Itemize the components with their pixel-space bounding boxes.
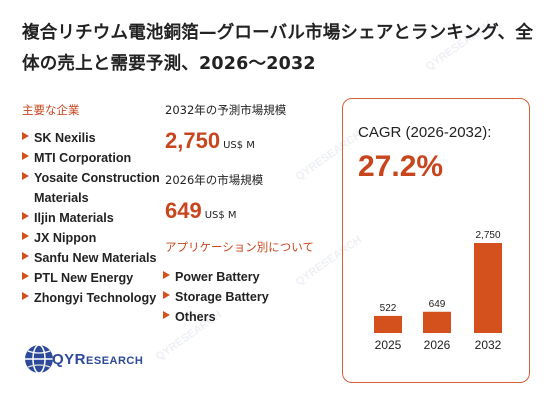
page-title: 複合リチウム電池銅箔—グローバル市場シェアとランキング、全体の売上と需要予測、2…	[22, 23, 534, 74]
market-2032-number: 2,750	[165, 128, 221, 153]
data-label-2025: 522	[380, 303, 397, 314]
company-item: Yosaite Construction Materials	[22, 168, 184, 208]
market-2026-value: 649 US$ M	[165, 198, 237, 224]
unit-label: US$ M	[223, 140, 255, 151]
company-item: Zhongyi Technology	[22, 288, 184, 308]
application-item: Others	[163, 307, 311, 327]
tick-label-2026: 2026	[424, 338, 451, 352]
bar-2025	[374, 315, 402, 333]
application-item: Power Battery	[163, 267, 311, 287]
cagr-label: CAGR (2026-2032):	[358, 124, 492, 141]
market-2032-label: 2032年の予測市場規模	[165, 103, 287, 117]
company-item: MTI Corporation	[22, 148, 170, 168]
companies-label: 主要な企業	[22, 103, 80, 117]
qyresearch-logo	[25, 344, 53, 374]
data-label-2032: 2,750	[475, 230, 500, 241]
bar-2026	[423, 311, 451, 333]
tick-label-2032: 2032	[475, 338, 502, 352]
company-item: Sanfu New Materials	[22, 248, 184, 268]
applications-label: アプリケーション別について	[165, 240, 314, 254]
tick-label-2025: 2025	[375, 338, 402, 352]
company-item: PTL New Energy	[22, 268, 170, 288]
logo-text: QYRESEARCH	[52, 351, 144, 368]
market-2026-label: 2026年の市場規模	[165, 173, 264, 187]
market-2032-value: 2,750 US$ M	[165, 128, 255, 154]
bar-2032	[474, 243, 502, 333]
cagr-card	[342, 98, 530, 383]
cagr-value: 27.2%	[358, 150, 444, 183]
company-item: JX Nippon	[22, 228, 170, 248]
unit-label: US$ M	[204, 210, 237, 221]
company-item: SK Nexilis	[22, 128, 170, 148]
market-2026-number: 649	[165, 198, 202, 223]
companies-list: SK Nexilis MTI Corporation Yosaite Const…	[22, 128, 184, 308]
company-item: Iljin Materials	[22, 208, 170, 228]
applications-list: Power Battery Storage Battery Others	[163, 267, 311, 327]
data-label-2026: 649	[429, 299, 446, 310]
application-item: Storage Battery	[163, 287, 311, 307]
bar-chart: 522 2025 649 2026 2,750 2032	[374, 230, 502, 352]
